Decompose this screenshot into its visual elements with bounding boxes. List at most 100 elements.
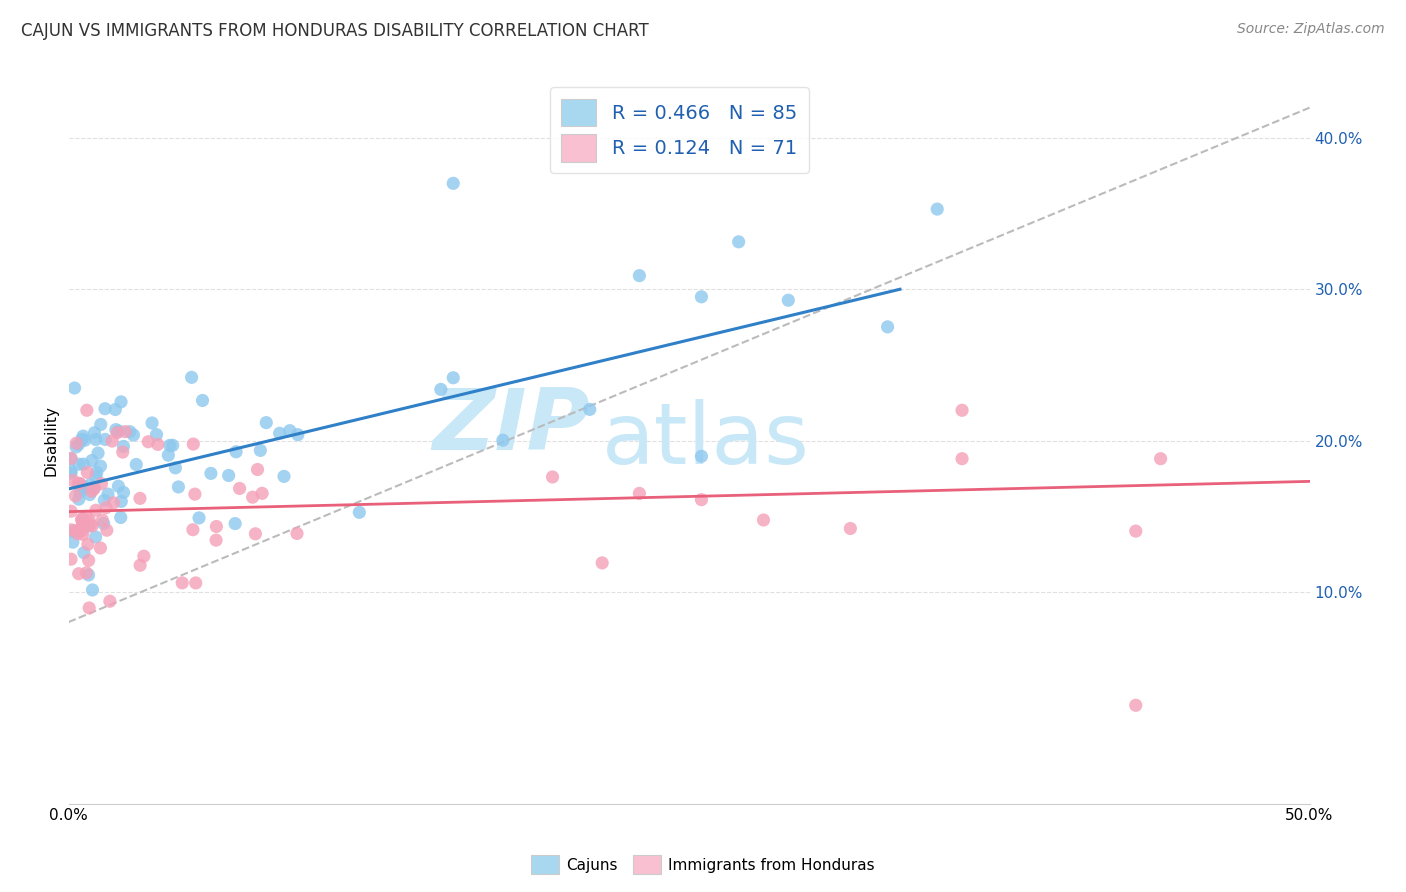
Point [927, 202, 949, 216]
Point [75, 566, 97, 580]
Point [430, 383, 453, 397]
Point [349, 505, 371, 519]
Point [73, 546, 96, 560]
Point [101, 434, 124, 448]
Point [60, 451, 83, 466]
Point [73, 481, 96, 495]
Point [108, 424, 131, 438]
Point [285, 526, 308, 541]
Point [62, 474, 84, 488]
Point [65, 489, 87, 503]
Point [60, 451, 83, 466]
Point [91, 513, 114, 527]
Point [70, 524, 93, 538]
Point [89, 541, 111, 555]
Point [246, 462, 269, 476]
Point [273, 469, 295, 483]
Point [82, 582, 104, 597]
Point [60, 523, 83, 537]
Point [136, 434, 159, 449]
Point [76, 403, 98, 417]
Text: atlas: atlas [602, 399, 810, 482]
Text: Source: ZipAtlas.com: Source: ZipAtlas.com [1237, 22, 1385, 37]
Point [80, 453, 103, 467]
Point [82, 519, 104, 533]
Point [67, 566, 90, 581]
Point [72, 479, 94, 493]
Point [1125, 698, 1147, 713]
Text: ZIP: ZIP [432, 384, 589, 467]
Point [77, 601, 100, 615]
Point [180, 370, 202, 384]
Point [184, 487, 207, 501]
Point [103, 496, 125, 510]
Y-axis label: Disability: Disability [44, 405, 58, 476]
Point [200, 467, 222, 481]
Point [60, 466, 83, 480]
Point [165, 461, 187, 475]
Point [80, 484, 103, 499]
Point [84, 530, 107, 544]
Point [950, 451, 973, 466]
Point [752, 513, 775, 527]
Point [89, 459, 111, 474]
Point [950, 403, 973, 417]
Point [181, 523, 204, 537]
Point [93, 493, 115, 508]
Point [77, 568, 100, 582]
Point [184, 576, 207, 591]
Point [628, 268, 651, 283]
Point [167, 480, 190, 494]
Point [97, 487, 120, 501]
Point [66, 526, 89, 541]
Point [205, 519, 228, 533]
Point [90, 417, 112, 432]
Point [690, 290, 713, 304]
Point [98, 594, 121, 608]
Point [112, 485, 135, 500]
Point [72, 511, 94, 525]
Point [157, 448, 180, 462]
Point [65, 436, 87, 450]
Point [1125, 524, 1147, 538]
Text: CAJUN VS IMMIGRANTS FROM HONDURAS DISABILITY CORRELATION CHART: CAJUN VS IMMIGRANTS FROM HONDURAS DISABI… [21, 22, 648, 40]
Point [778, 293, 800, 308]
Point [112, 439, 135, 453]
Point [628, 486, 651, 500]
Point [69, 484, 91, 499]
Point [62, 535, 84, 549]
Point [86, 466, 108, 480]
Point [287, 427, 309, 442]
Point [441, 370, 464, 384]
Point [129, 491, 152, 506]
Point [70, 512, 93, 526]
Point [70, 433, 93, 447]
Point [77, 513, 100, 527]
Point [578, 402, 600, 417]
Point [110, 510, 132, 524]
Point [84, 469, 107, 483]
Point [60, 552, 83, 566]
Point [145, 427, 167, 442]
Point [96, 523, 118, 537]
Point [67, 437, 90, 451]
Point [249, 443, 271, 458]
Point [65, 440, 87, 454]
Point [172, 575, 194, 590]
Point [224, 516, 246, 531]
Point [162, 438, 184, 452]
Point [122, 428, 145, 442]
Point [84, 503, 107, 517]
Point [63, 381, 86, 395]
Point [93, 516, 115, 531]
Point [541, 470, 564, 484]
Point [107, 479, 129, 493]
Point [65, 524, 87, 538]
Point [254, 416, 277, 430]
Point [727, 235, 749, 249]
Point [73, 434, 96, 448]
Point [75, 515, 97, 529]
Point [132, 549, 155, 564]
Point [839, 521, 862, 535]
Point [191, 393, 214, 408]
